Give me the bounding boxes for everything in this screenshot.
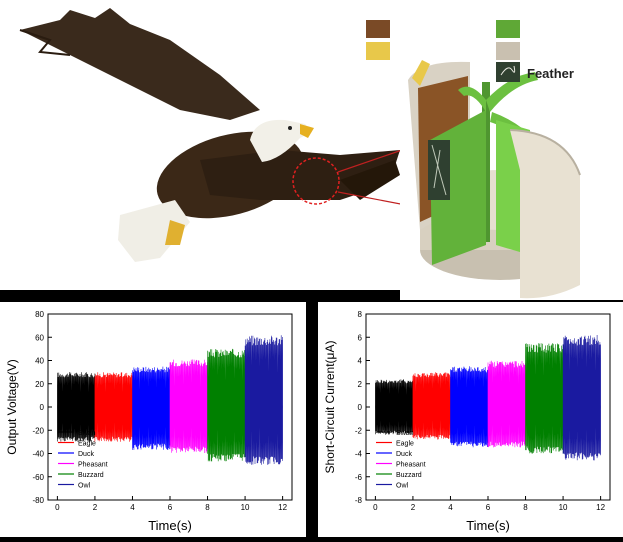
series-swan	[375, 379, 414, 435]
chart-legend: Swan Eagle Duck Pheasant Buzzard Owl	[58, 430, 108, 490]
series-duck	[450, 366, 489, 448]
y-tick-label: -80	[32, 496, 44, 505]
y-tick-label: -60	[32, 473, 44, 482]
y-tick-label: -6	[355, 473, 363, 482]
eagle-illustration	[19, 8, 420, 262]
legend-entry: Buzzard	[396, 472, 422, 479]
y-tick-label: 8	[358, 310, 363, 319]
turbine-device-illustration: Feather	[366, 20, 623, 300]
y-axis-label: Short-Circuit Current(μA)	[323, 341, 337, 474]
series-owl	[562, 334, 601, 461]
series-pheasant	[487, 360, 526, 448]
series-swan	[57, 372, 96, 442]
y-tick-label: 0	[358, 403, 363, 412]
x-tick-label: 2	[93, 503, 98, 512]
x-tick-label: 8	[205, 503, 210, 512]
short-circuit-current-plot: -8 -6 -4 -2 0 2 4 6 8 0 2 4 6 8 10 12 Time(s) Short-Circu…	[323, 310, 611, 533]
legend-entry: Pheasant	[396, 462, 426, 469]
feather-legend-label: Feather	[527, 66, 574, 81]
legend-entry: Owl	[396, 483, 409, 490]
series-duck	[132, 366, 171, 450]
series-buzzard	[207, 348, 246, 462]
series-trace	[169, 359, 208, 454]
x-tick-label: 4	[130, 503, 135, 512]
x-tick-label: 6	[168, 503, 173, 512]
series-buzzard	[525, 343, 564, 454]
y-tick-label: 60	[35, 333, 44, 342]
x-tick-label: 0	[373, 503, 378, 512]
short-circuit-current-chart: -8 -6 -4 -2 0 2 4 6 8 0 2 4 6 8 10 12 Time(s) Short-Circu…	[318, 302, 623, 537]
legend-entry: Eagle	[78, 441, 96, 448]
legend-entry: Duck	[78, 451, 94, 458]
series-trace	[562, 334, 601, 461]
x-axis-label: Time(s)	[148, 518, 192, 533]
series-owl	[244, 335, 283, 465]
y-tick-label: -2	[355, 426, 363, 435]
y-tick-label: 2	[358, 380, 363, 389]
x-tick-label: 10	[241, 503, 250, 512]
output-voltage-chart: -80 -60 -40 -20 0 20 40 60 80 0 2 4 6 8 10 12 Time(s) Out…	[0, 302, 306, 537]
y-axis-label: Output Voltage(V)	[5, 359, 19, 454]
x-tick-label: 4	[448, 503, 453, 512]
feather-highlight-circle	[292, 157, 340, 205]
x-tick-label: 0	[55, 503, 60, 512]
y-tick-label: -40	[32, 450, 44, 459]
x-tick-label: 12	[596, 503, 605, 512]
series-trace	[487, 360, 526, 448]
series-trace	[450, 366, 489, 448]
x-tick-label: 12	[278, 503, 287, 512]
output-voltage-plot: -80 -60 -40 -20 0 20 40 60 80 0 2 4 6 8 10 12 Time(s) Out…	[5, 310, 293, 533]
y-tick-label: 4	[358, 357, 363, 366]
series-eagle	[412, 372, 451, 440]
x-tick-label: 10	[559, 503, 568, 512]
legend-entry: Eagle	[396, 441, 414, 448]
x-axis-label: Time(s)	[466, 518, 510, 533]
chart-legend: Swan Eagle Duck Pheasant Buzzard Owl	[376, 430, 426, 490]
legend-entry: Swan	[78, 430, 96, 437]
series-trace	[525, 343, 564, 454]
y-tick-label: 40	[35, 357, 44, 366]
legend-entry: Buzzard	[78, 472, 104, 479]
series-trace	[207, 348, 246, 462]
series-eagle	[94, 372, 133, 442]
y-tick-label: -4	[355, 450, 363, 459]
y-tick-label: -20	[32, 426, 44, 435]
series-pheasant	[169, 359, 208, 454]
x-tick-label: 2	[411, 503, 416, 512]
y-tick-label: 6	[358, 333, 363, 342]
y-tick-label: -8	[355, 496, 363, 505]
x-tick-label: 8	[523, 503, 528, 512]
y-tick-label: 20	[35, 380, 44, 389]
y-tick-label: 80	[35, 310, 44, 319]
series-trace	[244, 335, 283, 465]
legend-entry: Duck	[396, 451, 412, 458]
legend-entry: Swan	[396, 430, 414, 437]
y-tick-label: 0	[40, 403, 45, 412]
legend-entry: Owl	[78, 483, 91, 490]
legend-entry: Pheasant	[78, 462, 108, 469]
x-tick-label: 6	[486, 503, 491, 512]
